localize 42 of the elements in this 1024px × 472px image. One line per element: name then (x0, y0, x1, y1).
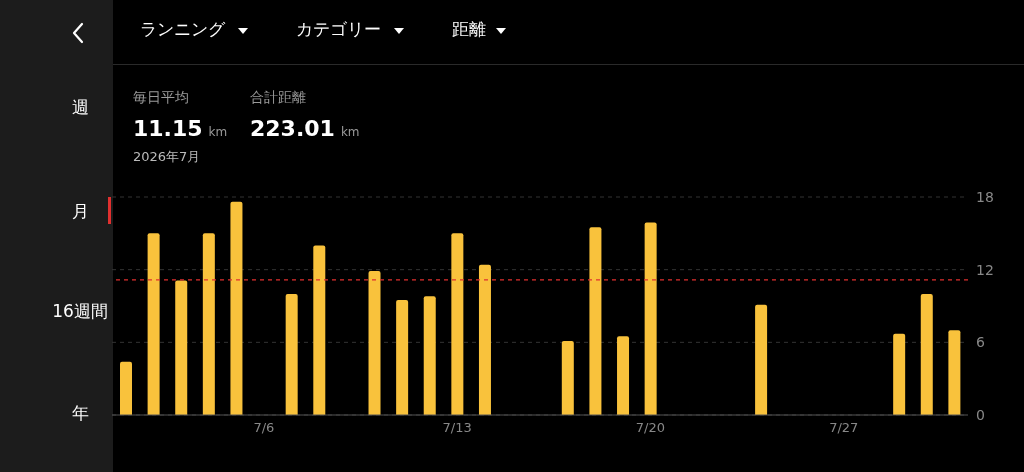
text: 2026年7月 (133, 149, 201, 164)
y-tick-label: 12 (976, 261, 994, 278)
bar (755, 304, 768, 415)
bar (893, 333, 906, 415)
bar (589, 227, 602, 415)
bar (230, 201, 243, 415)
bar (451, 233, 464, 415)
text: 距離 (452, 19, 486, 39)
bar (120, 361, 132, 415)
text: 月 (70, 201, 90, 221)
x-tick-label: 7/27 (829, 420, 859, 436)
x-tick-label: 7/20 (635, 420, 666, 436)
bar (561, 341, 574, 415)
bar (948, 330, 961, 415)
bar (313, 245, 326, 415)
text: 毎日平均 (133, 89, 189, 105)
text: km (208, 125, 228, 139)
y-tick-label: 0 (976, 406, 985, 423)
text: 16週間 (51, 301, 109, 321)
x-tick-label: 7/13 (442, 420, 472, 436)
text: 年 (70, 403, 90, 423)
y-tick-label: 18 (976, 188, 994, 205)
x-tick-label: 7/6 (253, 420, 275, 436)
text: ランニング (140, 19, 225, 39)
text: km (340, 125, 360, 139)
bar (285, 293, 298, 415)
text: カテゴリー (296, 19, 381, 39)
bar (175, 280, 188, 415)
text: 合計距離 (250, 89, 306, 105)
bar (644, 222, 657, 415)
bar (617, 336, 630, 415)
bar (423, 296, 436, 415)
text: 11.15 (133, 116, 203, 141)
bar (147, 233, 160, 415)
text: 223.01 (250, 116, 335, 141)
bar (396, 299, 409, 415)
bar (202, 233, 215, 415)
bar (368, 270, 381, 415)
y-tick-label: 6 (976, 334, 985, 351)
bar (920, 293, 933, 415)
bar (478, 264, 491, 415)
text: 週 (71, 97, 89, 117)
